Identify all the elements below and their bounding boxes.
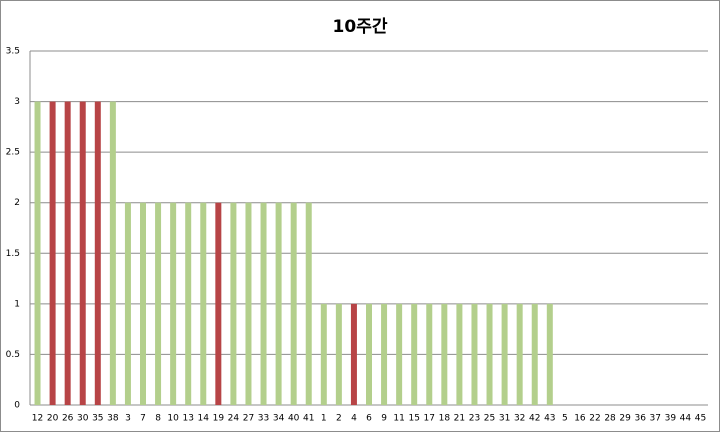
y-tick-label: 1.5 (6, 249, 20, 259)
bar (94, 101, 101, 406)
bar (486, 303, 493, 405)
x-tick-label: 10 (167, 414, 179, 424)
y-tick-label: 2 (14, 198, 20, 208)
x-tick-label: 8 (155, 414, 161, 424)
bar (320, 303, 327, 405)
bar (366, 303, 372, 405)
bar (441, 303, 448, 405)
x-tick-label: 31 (499, 414, 510, 424)
x-tick-label: 13 (182, 414, 193, 424)
x-tick-label: 11 (393, 414, 404, 424)
x-tick-label: 19 (213, 414, 225, 424)
x-tick-label: 23 (469, 414, 480, 424)
x-tick-label: 43 (544, 414, 555, 424)
x-tick-label: 35 (92, 414, 103, 424)
x-tick-label: 36 (634, 414, 646, 424)
bar (501, 303, 508, 405)
x-tick-label: 33 (258, 414, 269, 424)
bar (516, 303, 523, 405)
chart-title: 10주간 (333, 17, 388, 37)
x-tick-label: 17 (424, 414, 435, 424)
x-tick-label: 27 (243, 414, 254, 424)
bar (471, 303, 478, 405)
x-tick-label: 30 (77, 414, 89, 424)
x-tick-label: 40 (288, 414, 300, 424)
x-tick-label: 41 (303, 414, 314, 424)
bar (49, 101, 56, 406)
bar (335, 303, 342, 405)
x-tick-label: 14 (198, 414, 210, 424)
y-tick-label: 0.5 (6, 350, 20, 360)
x-tick-label: 28 (604, 414, 616, 424)
bar (79, 101, 86, 406)
x-tick-label: 16 (574, 414, 586, 424)
x-tick-label: 6 (366, 414, 372, 424)
bar (170, 202, 177, 405)
x-tick-label: 39 (665, 414, 677, 424)
bar (124, 202, 131, 405)
bar (411, 303, 418, 405)
x-tick-label: 34 (273, 414, 285, 424)
x-tick-label: 4 (351, 414, 357, 424)
bar (185, 202, 192, 405)
x-tick-label: 15 (408, 414, 419, 424)
x-tick-label: 21 (454, 414, 465, 424)
x-tick-label: 24 (228, 414, 240, 424)
bar (546, 303, 553, 405)
bar (350, 303, 357, 405)
y-tick-label: 0 (14, 401, 20, 411)
bar (245, 202, 252, 405)
bar (155, 202, 162, 405)
bar (290, 202, 297, 405)
x-tick-label: 7 (140, 414, 146, 424)
x-tick-label: 12 (32, 414, 43, 424)
y-tick-label: 3.5 (6, 47, 20, 57)
bar (109, 101, 116, 406)
x-tick-label: 18 (439, 414, 451, 424)
x-tick-label: 42 (529, 414, 540, 424)
bar (456, 303, 463, 405)
x-tick-label: 9 (381, 414, 387, 424)
bar (305, 202, 312, 405)
bar (381, 303, 388, 405)
bar (260, 202, 267, 405)
x-tick-label: 5 (562, 414, 568, 424)
y-tick-label: 3 (14, 97, 20, 107)
x-tick-label: 37 (650, 414, 661, 424)
bar (34, 101, 41, 406)
bar (531, 303, 538, 405)
bar (200, 202, 207, 405)
x-tick-label: 44 (680, 414, 692, 424)
x-tick-label: 20 (47, 414, 59, 424)
bar (230, 202, 237, 405)
bar (64, 101, 71, 406)
x-tick-label: 32 (514, 414, 525, 424)
x-tick-label: 38 (107, 414, 119, 424)
x-tick-label: 2 (336, 414, 342, 424)
y-tick-label: 1 (14, 299, 20, 309)
bar (426, 303, 433, 405)
x-tick-label: 45 (695, 414, 706, 424)
x-tick-label: 1 (321, 414, 327, 424)
bar (396, 303, 403, 405)
bar (140, 202, 146, 405)
x-tick-label: 22 (589, 414, 600, 424)
x-tick-label: 3 (125, 414, 131, 424)
y-tick-label: 2.5 (6, 148, 20, 158)
bar (275, 202, 282, 405)
x-tick-label: 29 (619, 414, 631, 424)
x-tick-label: 26 (62, 414, 74, 424)
x-tick-label: 25 (484, 414, 495, 424)
bar (215, 202, 222, 405)
